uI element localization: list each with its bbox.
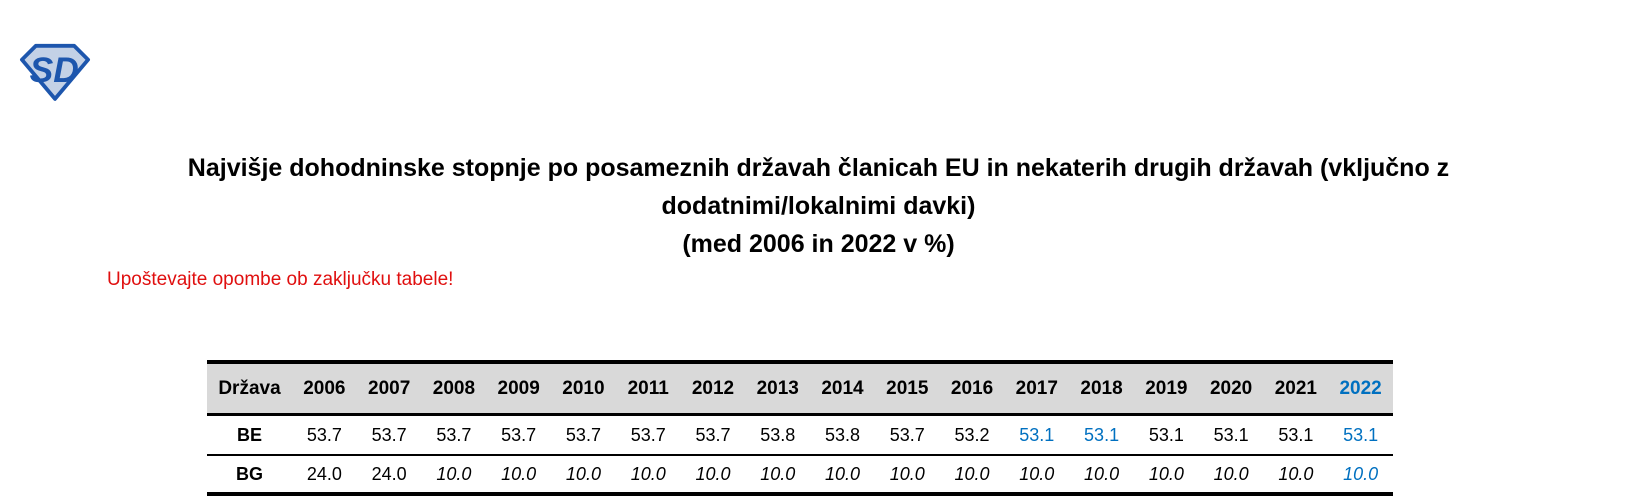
value-cell-bg-2009: 10.0 xyxy=(501,463,537,484)
column-header-year-2015: 2015 xyxy=(886,377,929,399)
value-cell-bg-2016: 10.0 xyxy=(954,463,990,484)
value-cell-bg-2011: 10.0 xyxy=(630,463,666,484)
tax-rates-table: Država 2006 2007 2008 2009 2010 2011 2012 2013 20… xyxy=(207,360,1393,496)
value-cell-be-2007: 53.7 xyxy=(371,424,407,445)
table-row-bg: BG 24.0 24.0 10.0 10.0 10.0 10.0 10.0 10.0 10.0 10… xyxy=(207,456,1393,496)
value-cell-bg-2007: 24.0 xyxy=(371,463,407,484)
title-line-3: (med 2006 in 2022 v %) xyxy=(682,230,955,258)
value-cell-be-2010: 53.7 xyxy=(565,424,601,445)
column-header-country: Država xyxy=(218,377,281,399)
sd-logo-emblem: SD xyxy=(20,43,91,101)
column-header-year-2021: 2021 xyxy=(1274,377,1317,399)
column-header-year-2010: 2010 xyxy=(562,377,605,399)
column-header-year-2011: 2011 xyxy=(627,377,669,399)
value-cell-bg-2021: 10.0 xyxy=(1278,463,1314,484)
value-cell-bg-2019: 10.0 xyxy=(1148,463,1184,484)
title-line-1: Najvišje dohodninske stopnje po posamezn… xyxy=(187,154,1450,182)
value-cell-bg-2006: 24.0 xyxy=(306,463,342,484)
value-cell-be-2008: 53.7 xyxy=(436,424,472,445)
table-header-row: Država 2006 2007 2008 2009 2010 2011 2012 2013 20… xyxy=(207,360,1393,416)
value-cell-bg-2015: 10.0 xyxy=(889,463,925,484)
value-cell-bg-2008: 10.0 xyxy=(436,463,472,484)
value-cell-be-2015: 53.7 xyxy=(889,424,925,445)
value-cell-bg-2020: 10.0 xyxy=(1213,463,1249,484)
column-header-year-2006: 2006 xyxy=(303,377,346,399)
column-header-year-2016: 2016 xyxy=(950,377,994,399)
value-cell-be-2012: 53.7 xyxy=(695,424,731,445)
value-cell-be-2016: 53.2 xyxy=(954,424,990,445)
column-header-year-2017: 2017 xyxy=(1015,377,1058,399)
column-header-year-2008: 2008 xyxy=(432,377,476,399)
value-cell-be-2020: 53.1 xyxy=(1213,424,1249,445)
column-header-year-2019: 2019 xyxy=(1145,377,1188,399)
sd-logo-letters: SD xyxy=(30,51,79,90)
value-cell-be-2014: 53.8 xyxy=(824,424,861,445)
column-header-year-2022: 2022 xyxy=(1339,377,1382,399)
table-row-be: BE 53.7 53.7 53.7 53.7 53.7 53.7 53.7 53.8 53.8 53… xyxy=(207,416,1393,456)
column-header-year-2014: 2014 xyxy=(821,377,864,399)
value-cell-bg-2017: 10.0 xyxy=(1019,463,1055,484)
sd-logo: SD xyxy=(16,42,94,102)
column-header-year-2009: 2009 xyxy=(497,377,540,399)
value-cell-be-2017: 53.1 xyxy=(1019,424,1055,445)
column-header-year-2013: 2013 xyxy=(756,377,799,399)
row-label-bg: BG xyxy=(236,463,263,484)
value-cell-bg-2014: 10.0 xyxy=(824,463,861,484)
value-cell-be-2018: 53.1 xyxy=(1084,424,1120,445)
column-header-year-2007: 2007 xyxy=(368,377,411,399)
value-cell-bg-2018: 10.0 xyxy=(1084,463,1120,484)
value-cell-be-2019: 53.1 xyxy=(1148,424,1184,445)
column-header-year-2018: 2018 xyxy=(1080,377,1123,399)
value-cell-be-2009: 53.7 xyxy=(501,424,537,445)
value-cell-be-2006: 53.7 xyxy=(306,424,342,445)
value-cell-bg-2013: 10.0 xyxy=(760,463,796,484)
note-text: Upoštevajte opombe ob zaključku tabele! xyxy=(107,269,454,290)
value-cell-bg-2022: 10.0 xyxy=(1343,463,1379,484)
column-header-year-2012: 2012 xyxy=(691,377,735,399)
row-label-be: BE xyxy=(236,424,262,445)
value-cell-be-2013: 53.8 xyxy=(760,424,796,445)
column-header-year-2020: 2020 xyxy=(1209,377,1253,399)
value-cell-bg-2012: 10.0 xyxy=(695,463,731,484)
value-cell-be-2011: 53.7 xyxy=(630,424,666,445)
value-cell-be-2021: 53.1 xyxy=(1278,424,1314,445)
value-cell-be-2022: 53.1 xyxy=(1343,424,1379,445)
document-title: Najvišje dohodninske stopnje po posamezn… xyxy=(0,149,1637,263)
value-cell-bg-2010: 10.0 xyxy=(565,463,601,484)
title-line-2: dodatnimi/lokalnimi davki) xyxy=(661,192,976,220)
